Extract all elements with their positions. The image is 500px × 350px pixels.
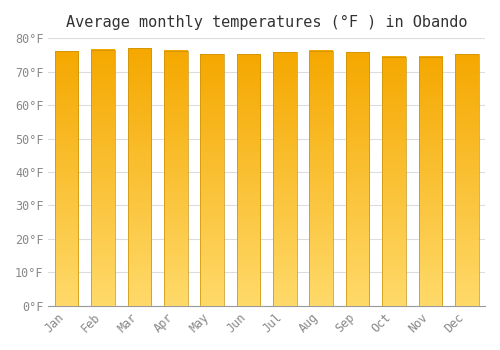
Bar <box>164 50 188 306</box>
Bar <box>91 49 115 306</box>
Title: Average monthly temperatures (°F ) in Obando: Average monthly temperatures (°F ) in Ob… <box>66 15 468 30</box>
Bar <box>273 52 296 306</box>
Bar <box>382 57 406 306</box>
Bar <box>54 51 78 306</box>
Bar <box>236 54 260 306</box>
Bar <box>455 54 478 306</box>
Bar <box>128 48 151 306</box>
Bar <box>200 54 224 306</box>
Bar <box>418 57 442 306</box>
Bar <box>346 52 370 306</box>
Bar <box>310 50 333 306</box>
